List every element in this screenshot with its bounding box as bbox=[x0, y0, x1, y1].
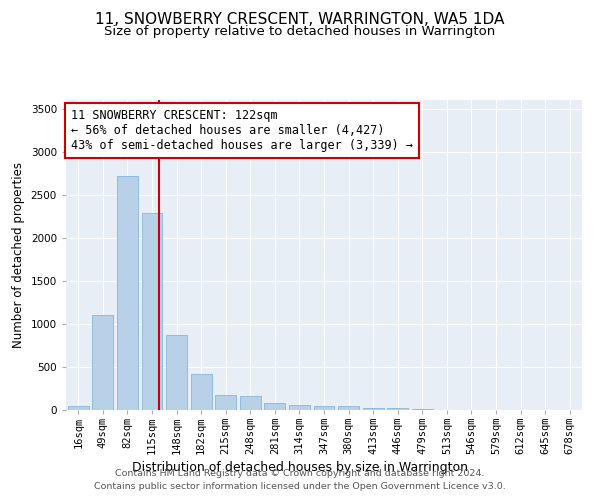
Bar bbox=[142, 213, 163, 410]
Bar bbox=[338, 406, 359, 410]
Text: Distribution of detached houses by size in Warrington: Distribution of detached houses by size … bbox=[132, 461, 468, 474]
Text: Contains HM Land Registry data © Crown copyright and database right 2024.
Contai: Contains HM Land Registry data © Crown c… bbox=[94, 470, 506, 491]
Bar bbox=[387, 408, 408, 410]
Text: 11, SNOWBERRY CRESCENT, WARRINGTON, WA5 1DA: 11, SNOWBERRY CRESCENT, WARRINGTON, WA5 … bbox=[95, 12, 505, 28]
Text: Size of property relative to detached houses in Warrington: Size of property relative to detached ho… bbox=[104, 25, 496, 38]
Bar bbox=[362, 408, 383, 410]
Bar bbox=[191, 374, 212, 410]
Bar bbox=[92, 316, 113, 410]
Bar bbox=[240, 396, 261, 410]
Bar bbox=[68, 406, 89, 410]
Y-axis label: Number of detached properties: Number of detached properties bbox=[12, 162, 25, 348]
Bar bbox=[215, 396, 236, 410]
Text: 11 SNOWBERRY CRESCENT: 122sqm
← 56% of detached houses are smaller (4,427)
43% o: 11 SNOWBERRY CRESCENT: 122sqm ← 56% of d… bbox=[71, 110, 413, 152]
Bar bbox=[166, 335, 187, 410]
Bar bbox=[265, 402, 286, 410]
Bar bbox=[314, 406, 334, 410]
Bar bbox=[117, 176, 138, 410]
Bar bbox=[289, 405, 310, 410]
